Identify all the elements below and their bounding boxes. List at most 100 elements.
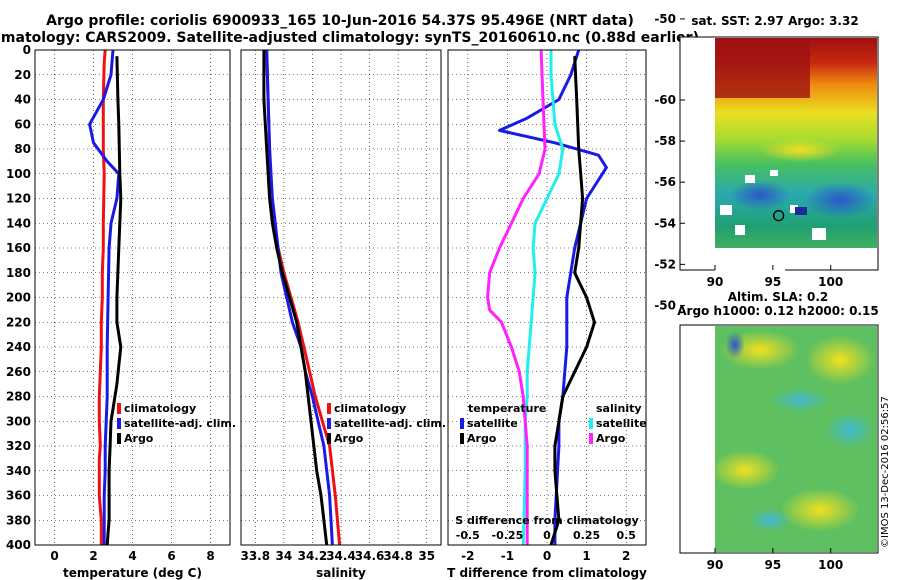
x-tick-label: 34.4 (326, 549, 356, 563)
series-line-argo (262, 50, 329, 545)
map-y-tick-label: -54 (654, 216, 676, 230)
y-tick-label: 80 (14, 142, 31, 156)
x-axis-label: T difference from climatology (447, 566, 647, 580)
plot-frame (34, 49, 231, 546)
sst-map-panel: -50 -52 -54 -56 -58 -60 90 95 100 (654, 12, 879, 289)
y-tick-label: 280 (6, 390, 31, 404)
sla-map-subtitle: Argo h1000: 0.12 h2000: 0.15 (677, 304, 878, 318)
y-tick-label: 60 (14, 117, 31, 131)
sla-map-panel: -50 -52 -54 -56 -58 -60 90 95 100 (654, 93, 879, 572)
series-line-salinity-satellite (521, 50, 565, 545)
salinity-panel: 33.8 34 34.234.434.634.8 35 salinity climatol… (240, 49, 446, 580)
secondary-tick-label: 0.25 (573, 529, 600, 542)
legend-label: climatology (124, 402, 196, 415)
map-y-tick-label: -50 (654, 298, 676, 312)
series-line-climatology (97, 50, 107, 545)
series-line-satellite-adj-clim- (265, 50, 334, 545)
map-x-tick-label: 95 (765, 275, 782, 289)
map-y-tick-label: -52 (654, 257, 676, 271)
y-tick-label: 220 (6, 315, 31, 329)
map-y-tick-label: -56 (654, 175, 676, 189)
y-tick-label: 40 (14, 93, 31, 107)
map-x-tick-label: 90 (707, 558, 724, 572)
title-line-2: Climatology: CARS2009. Satellite-adjuste… (0, 30, 699, 46)
map-x-tick-label: 100 (818, 558, 843, 572)
legend-swatch (589, 418, 593, 429)
y-tick-label: 360 (6, 489, 31, 503)
x-tick-label: 2 (89, 549, 97, 563)
y-tick-label: 120 (6, 192, 31, 206)
legend-swatch (589, 433, 593, 444)
map-x-tick-label: 90 (707, 275, 724, 289)
secondary-axis-label: S difference from climatology (455, 514, 639, 527)
x-tick-label: -1 (501, 549, 514, 563)
x-tick-label: -2 (461, 549, 474, 563)
series-line-argo (105, 56, 123, 545)
series-group (88, 50, 123, 545)
legend-label: satellite (467, 417, 518, 430)
map-x-tick-label: 100 (818, 275, 843, 289)
legend-label: satellite (596, 417, 647, 430)
x-tick-label: 0 (50, 549, 58, 563)
x-axis-label: temperature (deg C) (63, 566, 202, 580)
x-tick-label: 34.6 (355, 549, 385, 563)
sla-map-field (710, 326, 877, 552)
y-tick-label: 400 (6, 538, 31, 552)
legend-heading-salinity: salinity (596, 402, 642, 415)
x-tick-label: 4 (128, 549, 136, 563)
legend-label: Argo (334, 432, 364, 445)
series-group (262, 50, 342, 545)
x-tick-label: 0 (543, 549, 551, 563)
y-tick-label: 320 (6, 439, 31, 453)
y-tick-label: 200 (6, 291, 31, 305)
y-tick-label: 0 (23, 43, 31, 57)
title-line-1: Argo profile: coriolis 6900933_165 10-Ju… (46, 13, 634, 29)
x-tick-label: 8 (206, 549, 214, 563)
legend-label: satellite-adj. clim. (334, 417, 446, 430)
series-line-salinity-argo (486, 50, 547, 545)
secondary-tick-label: -0.5 (456, 529, 480, 542)
y-tick-label: 100 (6, 167, 31, 181)
legend-swatch (117, 433, 121, 444)
x-axis-label: salinity (316, 566, 366, 580)
legend-swatch (327, 433, 331, 444)
x-tick-label: 1 (582, 549, 590, 563)
series-line-temperature-argo (549, 56, 596, 545)
series-group (486, 50, 608, 545)
sst-map-title: sat. SST: 2.97 Argo: 3.32 (691, 14, 858, 28)
y-tick-label: 180 (6, 266, 31, 280)
legend-swatch (327, 403, 331, 414)
imos-stamp: ©IMOS 13-Dec-2016 02:56:57 (880, 396, 891, 548)
legend-label: climatology (334, 402, 406, 415)
legend-swatch (460, 433, 464, 444)
legend-swatch (327, 418, 331, 429)
series-line-satellite-adj-clim- (88, 50, 121, 545)
y-tick-label: 340 (6, 464, 31, 478)
secondary-tick-label: 0 (543, 529, 551, 542)
y-tick-label: 380 (6, 513, 31, 527)
map-y-tick-label: -58 (654, 134, 676, 148)
legend-heading-temperature: temperature (468, 402, 546, 415)
legend-swatch (117, 418, 121, 429)
legend-swatch (117, 403, 121, 414)
sst-map-field (715, 38, 877, 278)
x-tick-label: 6 (167, 549, 175, 563)
x-tick-label: 2 (622, 549, 630, 563)
legend-swatch (460, 418, 464, 429)
x-tick-label: 35 (418, 549, 435, 563)
sla-map-title: Altim. SLA: 0.2 (728, 290, 829, 304)
y-tick-label: 300 (6, 414, 31, 428)
difference-panel: -2 -1 0 1 2 T difference from climatology temp… (447, 49, 647, 580)
map-x-tick-label: 95 (765, 558, 782, 572)
plot-frame (240, 49, 442, 546)
x-tick-label: 34.8 (383, 549, 413, 563)
x-tick-label: 34.2 (298, 549, 328, 563)
map-y-tick-label: -60 (654, 93, 676, 107)
x-tick-label: 34 (276, 549, 293, 563)
y-tick-label: 20 (14, 68, 31, 82)
legend-label: satellite-adj. clim. (124, 417, 236, 430)
y-tick-label: 140 (6, 216, 31, 230)
secondary-tick-label: 0.5 (616, 529, 636, 542)
y-tick-label: 160 (6, 241, 31, 255)
legend-label: Argo (467, 432, 497, 445)
